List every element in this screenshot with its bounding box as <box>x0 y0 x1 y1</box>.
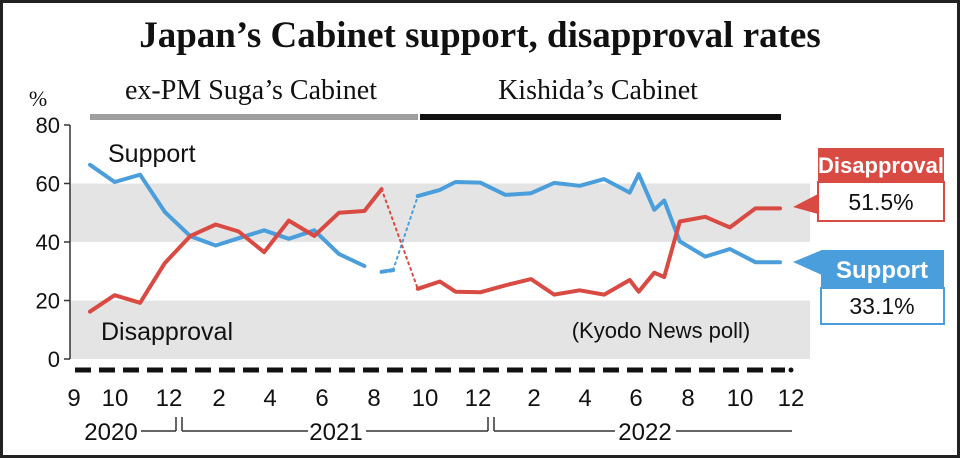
x-tick-label: 6 <box>629 385 642 412</box>
support-tag-label: Support <box>836 257 928 284</box>
disapproval-end-callout: Disapproval 51.5% <box>793 148 945 222</box>
support-line <box>392 195 419 272</box>
y-tick-label: 20 <box>36 289 60 314</box>
y-tick-label: 0 <box>48 347 60 372</box>
x-tick-label: 12 <box>465 385 492 412</box>
x-tick-label: 10 <box>412 385 439 412</box>
x-axis: 9 10 12 2 4 6 8 10 12 2 4 6 8 10 12 <box>67 367 805 412</box>
chart-title: Japan’s Cabinet support, disapproval rat… <box>139 15 821 56</box>
support-line <box>415 172 782 265</box>
year-label-2022: 2022 <box>618 419 671 446</box>
series-lines <box>88 162 782 314</box>
x-tick-label: 10 <box>727 385 754 412</box>
x-tick-label: 4 <box>578 385 591 412</box>
year-brackets: 2020 2021 2022 <box>84 417 792 446</box>
disapproval-value: 51.5% <box>848 189 913 215</box>
disapproval-tag <box>818 148 944 181</box>
period-label-kishida: Kishida’s Cabinet <box>498 75 698 106</box>
x-tick-label: 8 <box>681 385 694 412</box>
disapproval-value-box <box>817 181 945 222</box>
support-value: 33.1% <box>849 293 914 319</box>
y-tick-label: 40 <box>36 230 60 255</box>
support-value-box <box>820 287 945 325</box>
support-line <box>379 268 396 274</box>
x-axis-end-dot <box>788 367 794 373</box>
disapproval-line <box>380 188 419 290</box>
x-tick-label: 12 <box>778 385 805 412</box>
y-tick-label: 60 <box>36 172 60 197</box>
x-tick-label: 2 <box>527 385 540 412</box>
x-tick-label: 10 <box>102 385 129 412</box>
source-note: (Kyodo News poll) <box>572 318 751 343</box>
x-tick-label: 2 <box>212 385 225 412</box>
support-end-callout: Support 33.1% <box>793 250 945 325</box>
y-axis: 0 20 40 60 80 <box>36 113 71 372</box>
x-tick-label: 9 <box>67 385 80 412</box>
support-pointer <box>793 250 822 275</box>
year-label-2020: 2020 <box>84 419 137 446</box>
x-tick-label: 4 <box>263 385 276 412</box>
x-tick-label: 12 <box>156 385 183 412</box>
shaded-band <box>70 300 810 359</box>
support-tag <box>821 250 944 287</box>
disapproval-pointer <box>793 181 824 222</box>
shaded-bands <box>70 183 810 359</box>
disapproval-inplot-label: Disapproval <box>101 318 233 346</box>
shaded-band <box>70 183 810 242</box>
disapproval-tag-label: Disapproval <box>818 153 944 178</box>
disapproval-line <box>415 206 782 297</box>
y-tick-label: 80 <box>36 113 60 138</box>
y-axis-unit-label: % <box>29 86 47 111</box>
period-label-suga: ex-PM Suga’s Cabinet <box>125 75 377 106</box>
x-tick-label: 8 <box>367 385 380 412</box>
x-tick-label: 6 <box>315 385 328 412</box>
support-inplot-label: Support <box>108 140 196 168</box>
year-label-2021: 2021 <box>309 419 362 446</box>
